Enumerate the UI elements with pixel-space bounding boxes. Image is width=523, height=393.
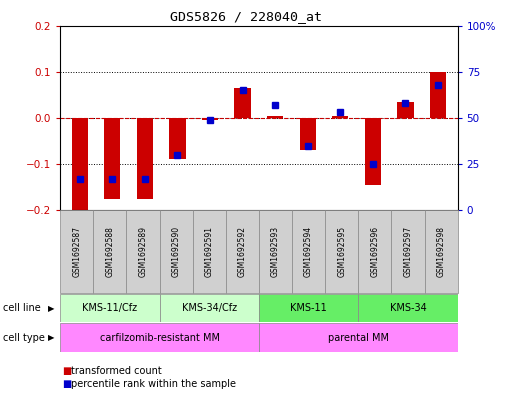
Bar	[72, 118, 88, 210]
Text: ■: ■	[62, 366, 71, 376]
Bar	[358, 210, 391, 293]
Bar	[60, 210, 93, 293]
Text: cell line: cell line	[3, 303, 40, 313]
Bar	[169, 118, 186, 160]
Text: GSM1692596: GSM1692596	[370, 226, 379, 277]
Text: carfilzomib-resistant MM: carfilzomib-resistant MM	[99, 332, 220, 343]
Bar	[160, 294, 259, 322]
Text: ■: ■	[62, 379, 71, 389]
Text: cell type: cell type	[3, 332, 44, 343]
Bar	[104, 118, 120, 199]
Bar	[259, 210, 292, 293]
Text: GDS5826 / 228040_at: GDS5826 / 228040_at	[170, 10, 322, 23]
Text: ▶: ▶	[48, 333, 54, 342]
Bar	[137, 118, 153, 199]
Bar	[391, 210, 425, 293]
Text: ▶: ▶	[48, 304, 54, 312]
Text: GSM1692589: GSM1692589	[139, 226, 147, 277]
Bar	[202, 118, 218, 120]
Bar	[365, 118, 381, 185]
Bar	[259, 323, 458, 352]
Bar	[160, 210, 192, 293]
Bar	[192, 210, 226, 293]
Text: GSM1692587: GSM1692587	[72, 226, 81, 277]
Bar	[300, 118, 316, 150]
Text: GSM1692593: GSM1692593	[271, 226, 280, 277]
Text: GSM1692597: GSM1692597	[403, 226, 413, 277]
Text: KMS-11: KMS-11	[290, 303, 327, 313]
Bar	[325, 210, 358, 293]
Text: parental MM: parental MM	[328, 332, 389, 343]
Text: transformed count: transformed count	[71, 366, 162, 376]
Bar	[397, 102, 414, 118]
Bar	[430, 72, 446, 118]
Bar	[127, 210, 160, 293]
Bar	[259, 294, 358, 322]
Text: GSM1692592: GSM1692592	[238, 226, 247, 277]
Text: KMS-34/Cfz: KMS-34/Cfz	[181, 303, 237, 313]
Text: GSM1692591: GSM1692591	[204, 226, 214, 277]
Bar	[93, 210, 127, 293]
Text: GSM1692594: GSM1692594	[304, 226, 313, 277]
Bar	[60, 323, 259, 352]
Bar	[60, 294, 160, 322]
Text: GSM1692595: GSM1692595	[337, 226, 346, 277]
Text: percentile rank within the sample: percentile rank within the sample	[71, 379, 235, 389]
Text: KMS-11/Cfz: KMS-11/Cfz	[82, 303, 138, 313]
Text: KMS-34: KMS-34	[390, 303, 426, 313]
Text: GSM1692588: GSM1692588	[105, 226, 115, 277]
Bar	[292, 210, 325, 293]
Text: GSM1692598: GSM1692598	[437, 226, 446, 277]
Bar	[425, 210, 458, 293]
Text: GSM1692590: GSM1692590	[172, 226, 180, 277]
Bar	[267, 116, 283, 118]
Bar	[358, 294, 458, 322]
Bar	[226, 210, 259, 293]
Bar	[332, 116, 348, 118]
Bar	[234, 88, 251, 118]
